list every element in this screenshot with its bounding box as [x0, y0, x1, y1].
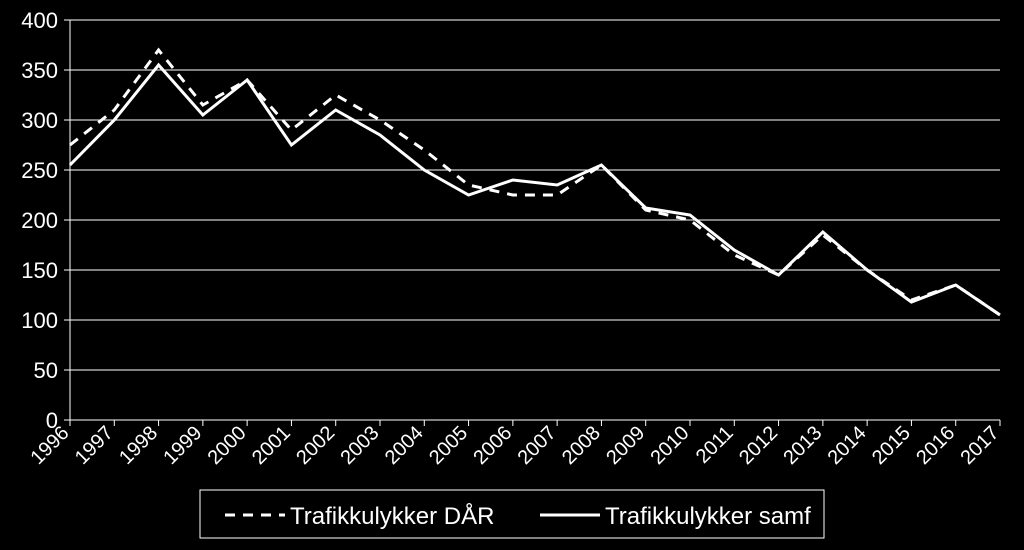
chart-background: [0, 0, 1024, 550]
legend-label-dar: Trafikkulykker DÅR: [290, 502, 494, 530]
y-tick-label: 300: [21, 108, 58, 133]
legend-label-samf: Trafikkulykker samf: [605, 503, 811, 530]
y-tick-label: 100: [21, 308, 58, 333]
line-chart: 0501001502002503003504001996199719981999…: [0, 0, 1024, 550]
y-tick-label: 200: [21, 208, 58, 233]
y-tick-label: 350: [21, 58, 58, 83]
y-tick-label: 50: [34, 358, 58, 383]
y-tick-label: 250: [21, 158, 58, 183]
y-tick-label: 400: [21, 8, 58, 33]
y-tick-label: 150: [21, 258, 58, 283]
